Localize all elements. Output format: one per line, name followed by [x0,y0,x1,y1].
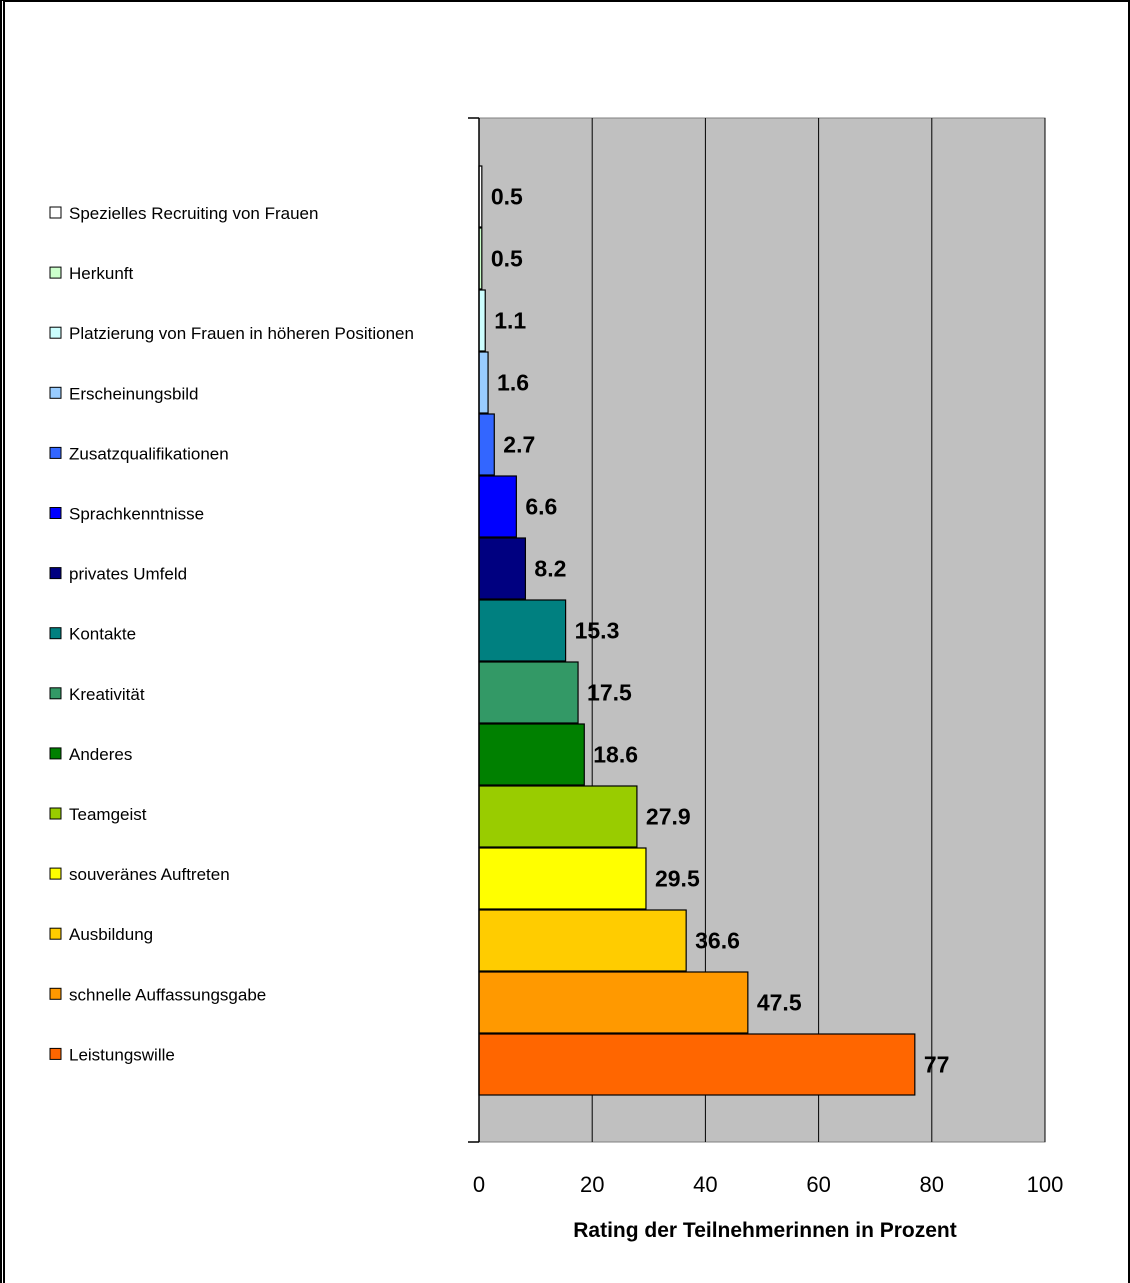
legend-label-5: Zusatzqualifikationen [69,444,229,463]
x-tick-label-0: 0 [473,1172,485,1197]
legend-label-4: Erscheinungsbild [69,384,198,403]
value-labels: 0.5 0.5 1.1 1.6 2.7 6.6 8.2 15.3 17.5 18.6 27.9 29.… [491,184,950,1078]
value-label-2: 0.5 [491,246,523,272]
bar-5 [478,413,495,476]
legend-label-10: Anderes [69,745,132,764]
bar-10 [478,723,585,786]
x-tick-labels: 0 20 40 60 80 100 [473,1172,1063,1197]
value-label-4: 1.6 [497,370,529,396]
legend-swatch-7 [49,567,62,580]
value-label-1: 0.5 [491,184,523,210]
value-label-3: 1.1 [494,308,526,334]
legend-swatch-12 [49,867,62,880]
x-tick-label-40: 40 [693,1172,717,1197]
legend-label-9: Kreativität [69,685,145,704]
legend-label-12: souveränes Auftreten [69,865,230,884]
legend-swatch-1 [49,206,62,219]
legend-swatch-15 [49,1047,62,1060]
bars [478,165,916,1096]
value-label-15: 77 [924,1052,950,1078]
value-label-7: 8.2 [534,556,566,582]
value-label-14: 47.5 [757,990,802,1016]
legend-swatch-4 [49,386,62,399]
bar-9 [478,661,579,724]
bar-15 [478,1033,916,1096]
x-tick-label-20: 20 [580,1172,604,1197]
x-axis-title: Rating der Teilnehmerinnen in Prozent [573,1219,957,1242]
legend-label-11: Teamgeist [69,805,147,824]
legend-label-14: schnelle Auffassungsgabe [69,985,266,1004]
x-tick-label-100: 100 [1027,1172,1064,1197]
legend-label-3: Platzierung von Frauen in höheren Positi… [69,324,414,343]
legend-swatch-11 [49,807,62,820]
legend-label-8: Kontakte [69,625,136,644]
legend-swatch-8 [49,627,62,640]
legend-label-15: Leistungswille [69,1045,175,1064]
value-label-13: 36.6 [695,928,740,954]
legend-swatch-3 [49,326,62,339]
bar-8 [478,599,567,662]
legend-label-13: Ausbildung [69,925,153,944]
bar-7 [478,537,527,600]
bar-3 [478,289,486,352]
x-tick-label-60: 60 [806,1172,830,1197]
legend-swatch-10 [49,747,62,760]
bar-6 [478,475,517,538]
category-axis [468,117,480,1143]
legend-label-7: privates Umfeld [69,565,187,584]
value-label-11: 27.9 [646,804,691,830]
legend-label-6: Sprachkenntnisse [69,505,204,524]
legend-label-1: Spezielles Recruiting von Frauen [69,204,318,223]
value-label-5: 2.7 [503,432,535,458]
legend-swatch-9 [49,687,62,700]
bar-14 [478,971,749,1034]
bar-13 [478,909,687,972]
value-label-12: 29.5 [655,866,700,892]
legend-swatch-14 [49,987,62,1000]
bar-4 [478,351,489,414]
legend-swatch-6 [49,507,62,519]
value-label-9: 17.5 [587,680,632,706]
value-label-10: 18.6 [593,742,638,768]
legend-swatch-2 [49,266,62,279]
bar-12 [478,847,647,910]
legend-label-2: Herkunft [69,264,134,283]
bar-11 [478,785,638,848]
legend: Spezielles Recruiting von Frauen Herkunft… [49,204,414,1064]
x-tick-label-80: 80 [920,1172,944,1197]
value-label-6: 6.6 [525,494,557,520]
value-label-8: 15.3 [575,618,620,644]
legend-swatch-13 [49,927,62,940]
legend-swatch-5 [49,446,62,459]
